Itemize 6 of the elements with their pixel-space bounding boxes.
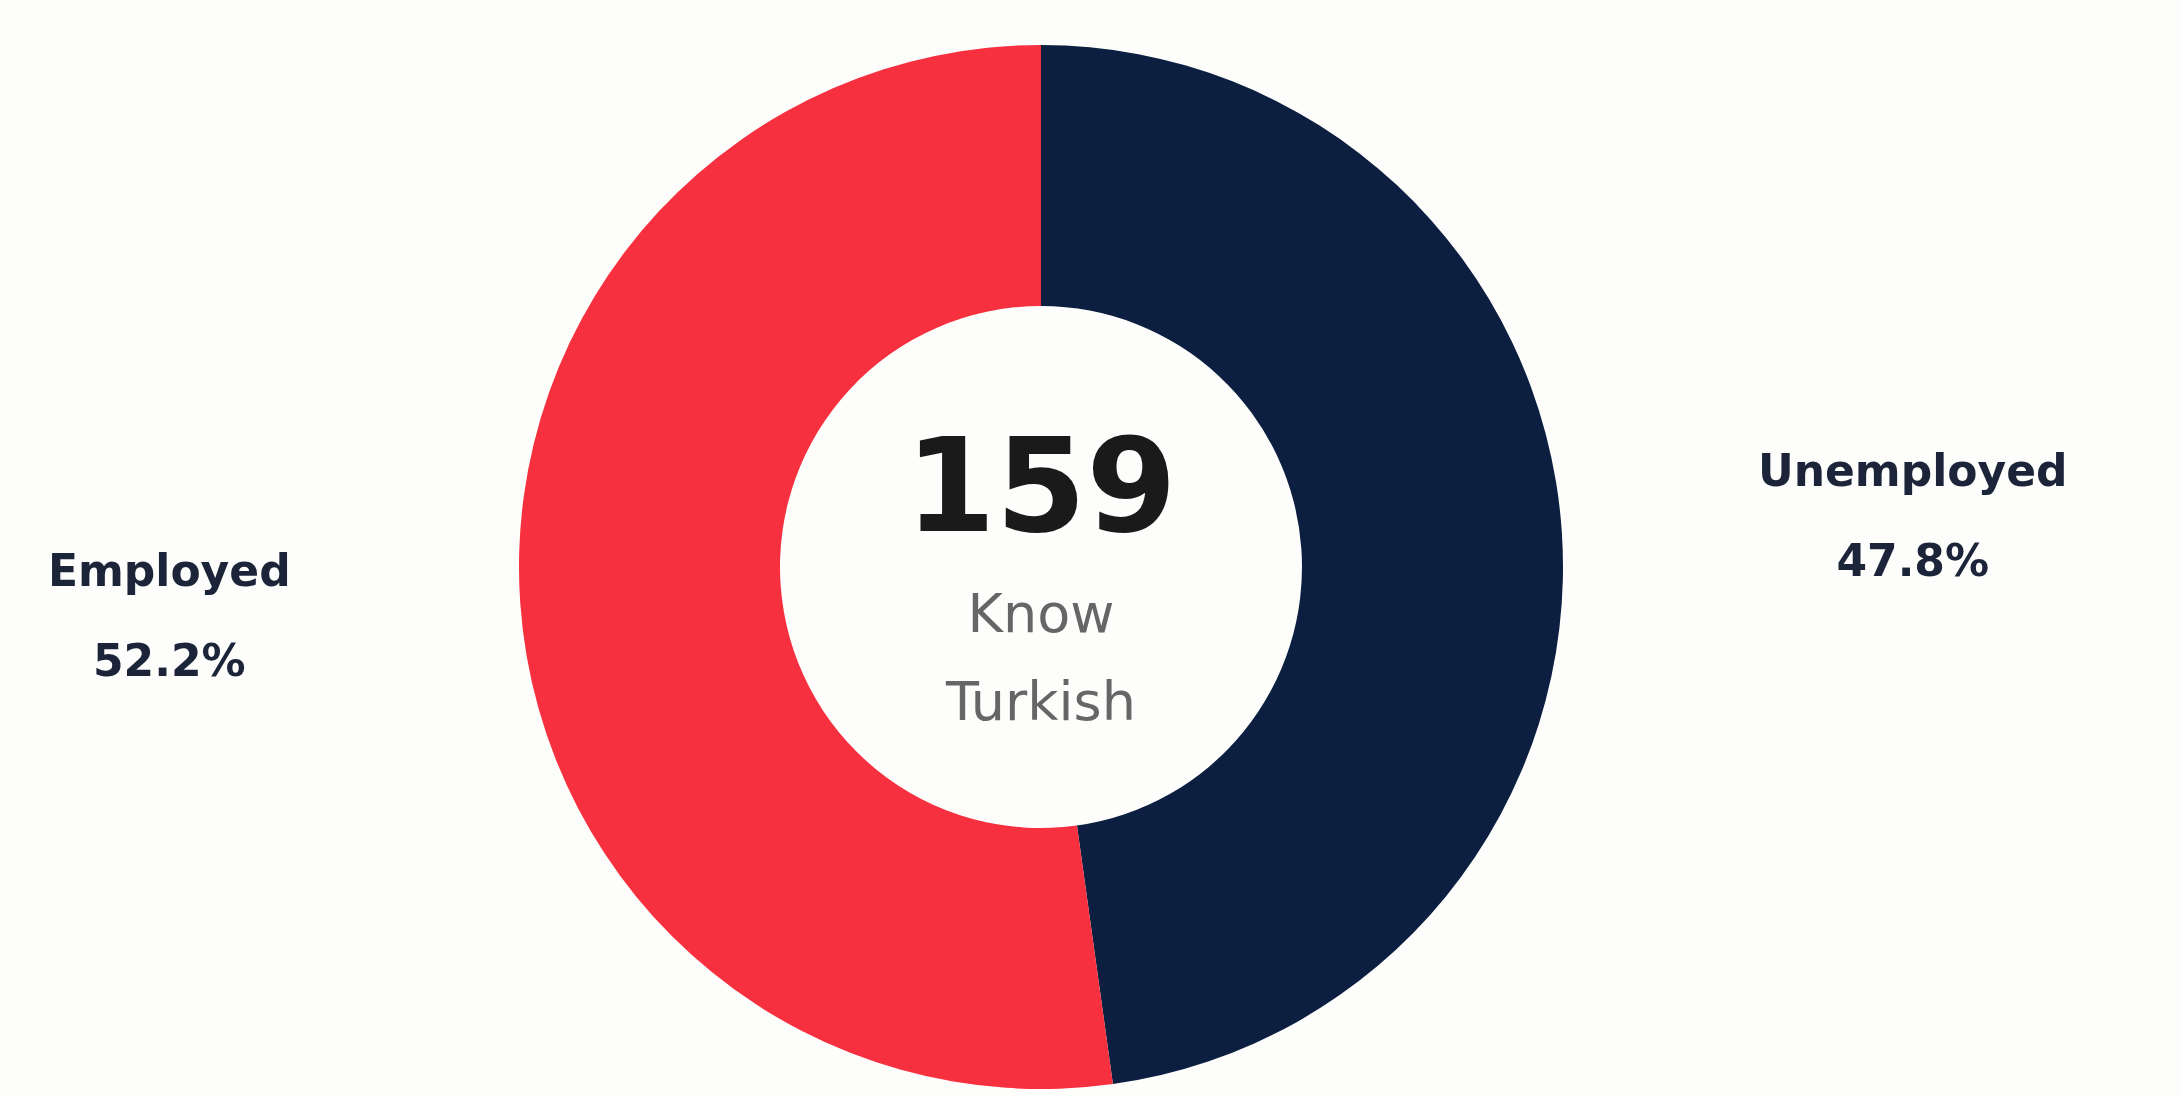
data-label: 47.8% [1836, 535, 1990, 587]
text: Know Turkish [945, 582, 1136, 734]
slice-label: Unemployed [1757, 445, 2068, 497]
text: 159 [905, 409, 1177, 562]
data-label: 52.2% [92, 634, 246, 686]
slice-label: Employed [47, 544, 291, 596]
